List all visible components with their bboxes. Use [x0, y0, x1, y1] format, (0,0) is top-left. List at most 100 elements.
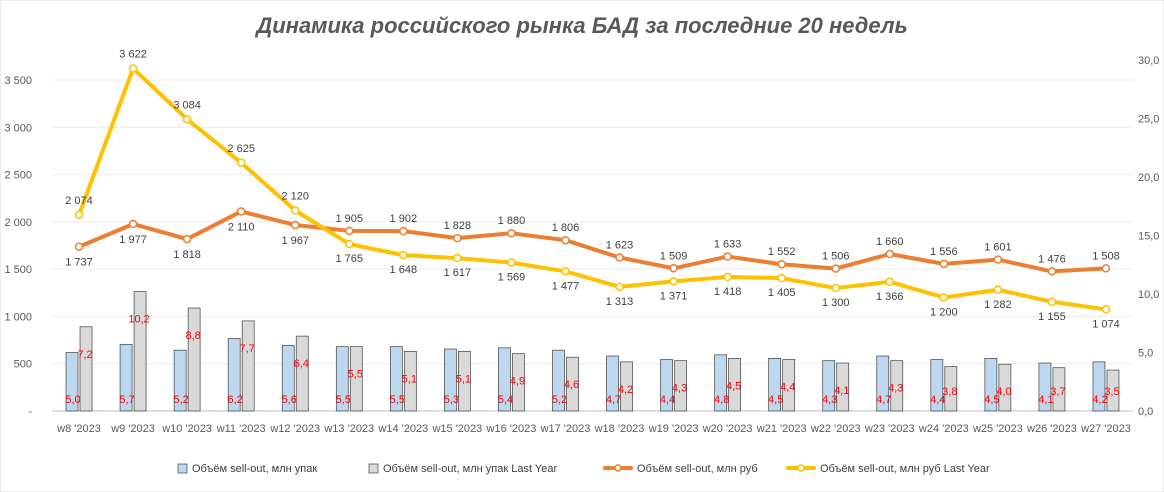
bar-lastyear-units: [349, 346, 363, 412]
x-axis-tick: w21 '2023: [756, 423, 807, 435]
bar-lastyear-units: [890, 360, 904, 412]
right-axis-tick: 20,0: [1138, 172, 1159, 184]
point-lastyear-rub: [831, 283, 840, 293]
bar-label-lastyear: 4,3: [672, 383, 687, 395]
point-current-rub: [993, 255, 1003, 264]
right-axis-tick: 5,0: [1138, 348, 1153, 360]
point-lastyear-rub: [236, 158, 246, 167]
bar-label-current: 4,4: [660, 394, 675, 406]
point-current-rub: [1101, 264, 1111, 273]
line-label-current: 1 509: [660, 250, 688, 262]
line-label-lastyear: 1 200: [930, 307, 958, 319]
line-label-lastyear: 2 625: [227, 143, 255, 155]
line-label-lastyear: 1 477: [552, 280, 580, 292]
right-axis-tick: 15,0: [1138, 231, 1159, 243]
bar-lastyear-units: [944, 366, 958, 412]
chart-title: Динамика российского рынка БАД за послед…: [254, 13, 907, 38]
point-lastyear-rub: [777, 273, 786, 283]
point-lastyear-rub: [399, 250, 408, 260]
point-current-rub: [290, 220, 300, 230]
bar-current-units: [822, 360, 836, 412]
bar-lastyear-units: [241, 320, 255, 412]
line-label-current: 1 633: [714, 239, 742, 251]
left-axis-tick: 2 500: [4, 170, 32, 182]
line-label-current: 1 905: [336, 213, 364, 225]
point-lastyear-rub: [1101, 305, 1111, 314]
bar-current-units: [335, 346, 349, 412]
x-axis-tick: w9 '2023: [110, 423, 155, 435]
bar-label-lastyear: 5,1: [402, 373, 417, 385]
left-axis-tick: 1 500: [4, 264, 32, 276]
line-label-lastyear: 1 300: [822, 297, 850, 309]
bar-lastyear-units: [836, 362, 850, 412]
x-axis-tick: w12 '2023: [269, 423, 320, 435]
line-label-current: 1 660: [876, 236, 904, 248]
point-lastyear-rub: [939, 293, 949, 302]
x-axis-tick: w15 '2023: [431, 423, 482, 435]
point-current-rub: [345, 226, 354, 236]
bar-label-current: 4,2: [1092, 394, 1107, 406]
bar-current-units: [281, 345, 295, 412]
x-axis-tick: w24 '2023: [918, 423, 969, 435]
point-current-rub: [777, 259, 786, 269]
bar-lastyear-units: [187, 307, 201, 412]
bar-label-current: 5,6: [282, 394, 297, 406]
bar-label-current: 6,2: [228, 394, 243, 406]
line-label-lastyear: 1 155: [1038, 311, 1066, 323]
point-current-rub: [399, 226, 408, 236]
line-label-lastyear: 1 282: [984, 299, 1012, 311]
line-label-lastyear: 3 622: [119, 48, 147, 60]
line-label-current: 1 818: [173, 249, 201, 261]
x-axis-tick: w14 '2023: [377, 423, 428, 435]
x-axis-tick: w16 '2023: [486, 423, 537, 435]
bar-label-lastyear: 3,7: [1050, 386, 1065, 398]
bar-lastyear-units: [674, 360, 687, 412]
point-current-rub: [669, 264, 678, 273]
bar-lastyear-units: [728, 358, 741, 412]
line-label-lastyear: 1 074: [1092, 318, 1120, 330]
point-current-rub: [723, 252, 732, 261]
bar-label-lastyear: 4,3: [888, 383, 903, 395]
point-current-rub: [939, 259, 949, 269]
bar-current-units: [552, 349, 565, 412]
legend-label: Объём sell-out, млн руб: [637, 463, 758, 475]
bar-lastyear-units: [133, 291, 147, 412]
bar-lastyear-units: [79, 326, 93, 412]
data-labels-layer: 5,0 7,2 5,7 10,2 5,2 8,8 6,2 7,7 5,6 6,4 5,5 5,5 5,5…: [65, 48, 1119, 406]
lines-layer: [74, 64, 1111, 314]
left-axis-tick: 3 500: [4, 75, 32, 87]
left-axis-tick: -: [28, 406, 32, 418]
x-axis-tick: w18 '2023: [594, 423, 645, 435]
bar-label-lastyear: 7,2: [77, 349, 92, 361]
bar-lastyear-units: [295, 335, 309, 412]
point-lastyear-rub: [74, 210, 84, 220]
point-lastyear-rub: [182, 115, 192, 124]
line-label-lastyear: 1 313: [606, 296, 634, 308]
legend-label: Объём sell-out, млн руб Last Year: [820, 463, 990, 475]
point-current-rub: [885, 249, 895, 259]
bar-label-current: 4,5: [984, 394, 999, 406]
bar-current-units: [444, 348, 457, 412]
line-label-current: 1 806: [552, 222, 580, 234]
line-label-lastyear: 1 418: [714, 286, 742, 298]
bar-current-units: [65, 352, 79, 412]
line-label-current: 1 902: [390, 213, 418, 225]
point-current-rub: [1047, 267, 1057, 276]
line-label-current: 1 967: [281, 235, 309, 247]
left-axis-tick: 2 000: [4, 217, 32, 229]
left-axis-tick: 500: [14, 359, 32, 371]
bar-label-current: 5,7: [119, 394, 134, 406]
point-lastyear-rub: [723, 272, 732, 282]
point-lastyear-rub: [615, 282, 624, 292]
bar-label-current: 4,4: [930, 394, 945, 406]
bar-current-units: [1038, 362, 1052, 412]
bar-label-current: 4,5: [768, 394, 783, 406]
bar-current-units: [227, 338, 241, 412]
bar-current-units: [606, 355, 619, 412]
legend-marker: [797, 464, 805, 472]
bar-label-current: 4,3: [822, 394, 837, 406]
bar-current-units: [119, 343, 133, 412]
line-label-lastyear: 1 648: [390, 264, 418, 276]
bar-label-current: 5,4: [498, 394, 513, 406]
